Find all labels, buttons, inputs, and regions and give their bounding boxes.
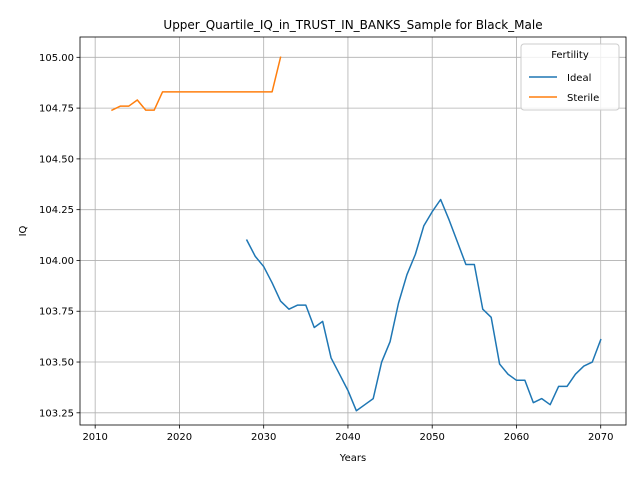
legend-title: Fertility	[551, 50, 589, 61]
chart-title: Upper_Quartile_IQ_in_TRUST_IN_BANKS_Samp…	[163, 18, 542, 32]
legend-entries: Ideal Sterile	[529, 73, 599, 104]
legend-label-sterile: Sterile	[567, 93, 599, 104]
x-axis-title: Years	[339, 453, 366, 464]
y-tick-label: 103.25	[39, 408, 74, 419]
series-line-sterile	[111, 56, 282, 112]
legend: Fertility Ideal Sterile	[520, 43, 620, 111]
series-line-ideal	[245, 198, 602, 412]
y-tick-label: 104.00	[39, 256, 74, 267]
x-tick-label: 2040	[335, 432, 360, 443]
y-tick-label: 103.50	[39, 358, 74, 369]
x-tick-label: 2020	[167, 432, 192, 443]
legend-box	[520, 43, 620, 111]
plot-frame	[79, 36, 627, 426]
x-tick-label: 2060	[504, 432, 529, 443]
y-tick-label: 103.75	[39, 307, 74, 318]
y-tick-label: 105.00	[39, 53, 74, 64]
plot-lines	[111, 56, 602, 412]
legend-label-ideal: Ideal	[567, 73, 591, 84]
y-axis-title: IQ	[18, 225, 29, 236]
x-tick-label: 2050	[419, 432, 444, 443]
grid	[80, 37, 626, 425]
y-tick-label: 104.75	[39, 104, 74, 115]
x-tick-label: 2010	[82, 432, 107, 443]
x-tick-label: 2030	[251, 432, 276, 443]
y-tick-label: 104.50	[39, 154, 74, 165]
y-tick-label: 104.25	[39, 205, 74, 216]
axis-ticks: 2010 2020 2030 2040 2050 2060 2070 103.25 103.50…	[39, 53, 613, 443]
x-tick-label: 2070	[588, 432, 613, 443]
